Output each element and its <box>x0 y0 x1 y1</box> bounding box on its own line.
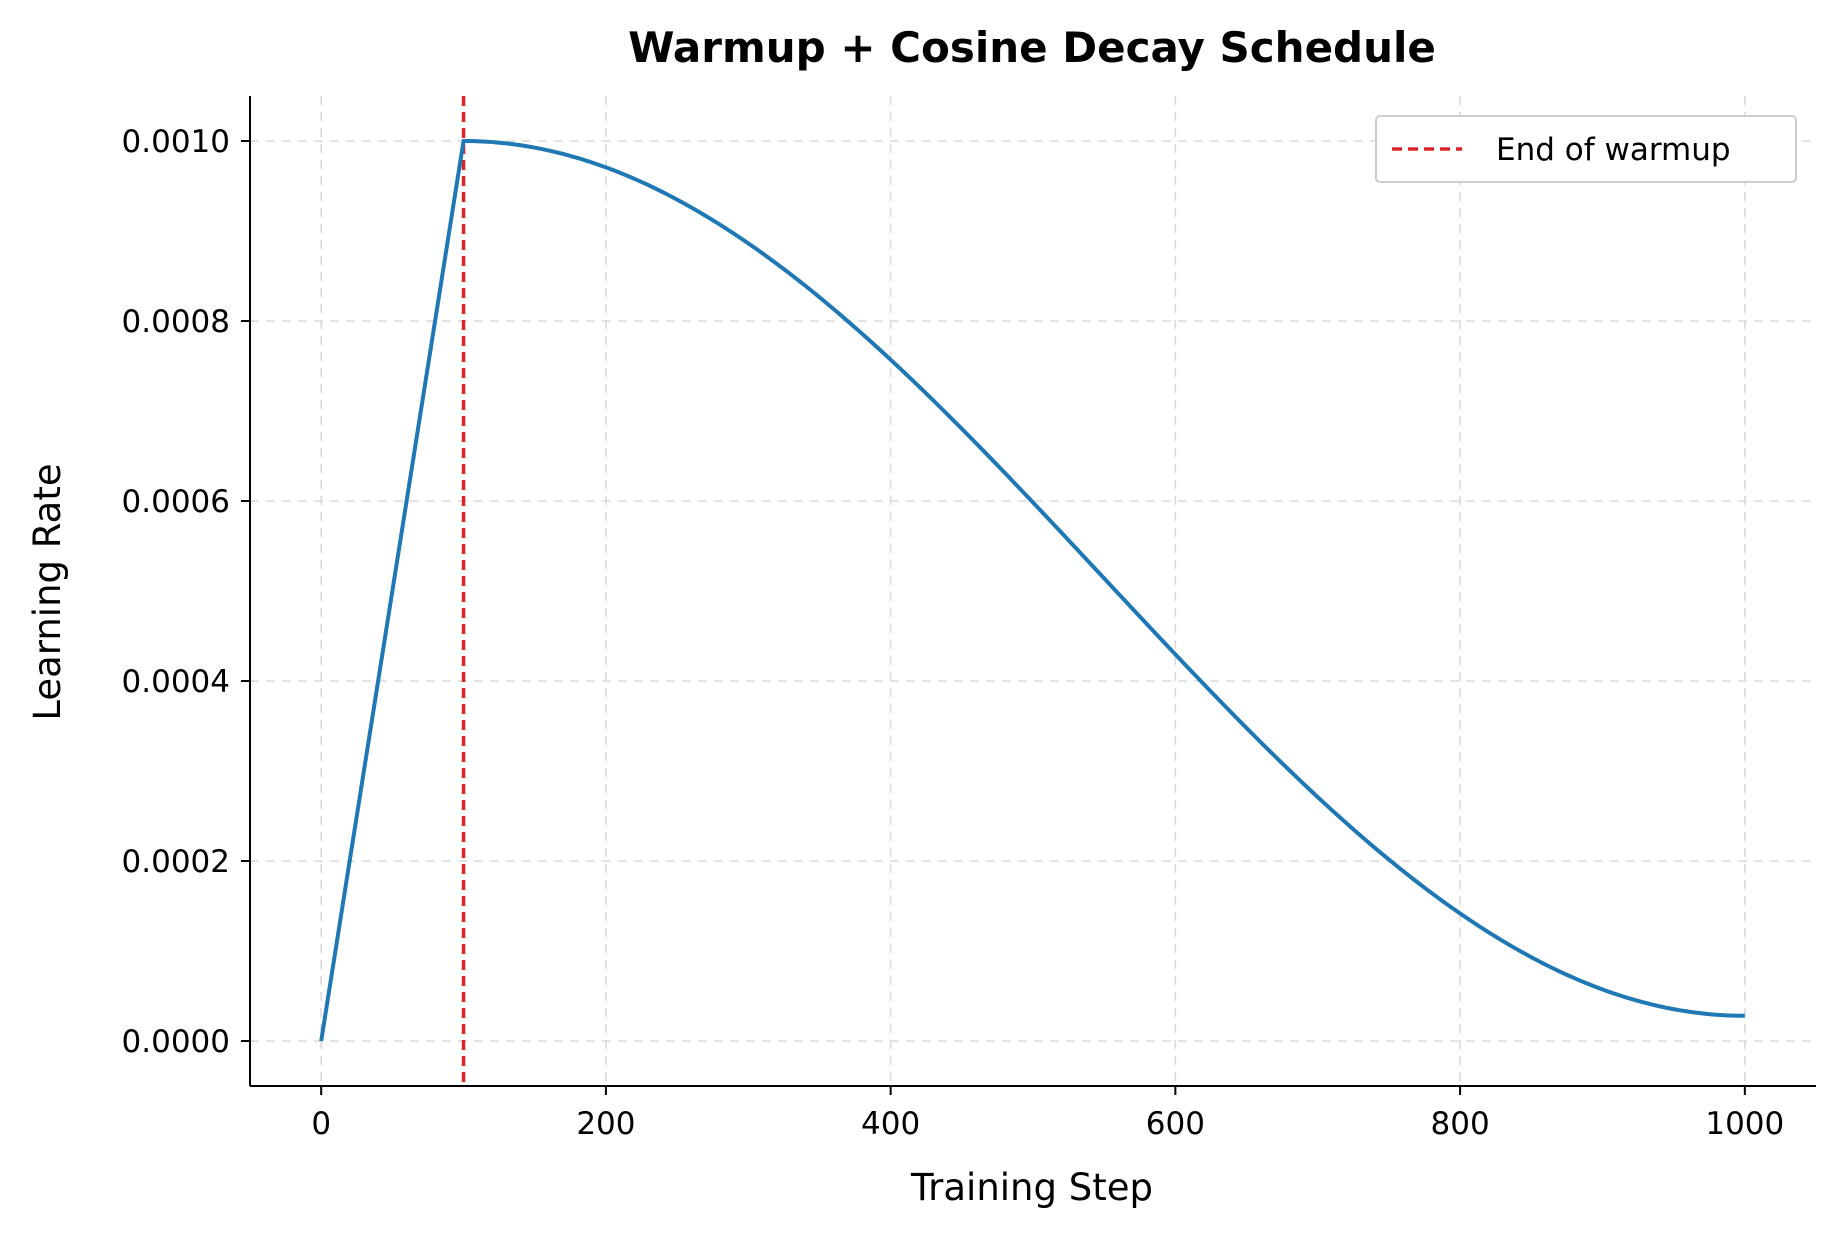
x-tick-label: 0 <box>311 1106 331 1142</box>
learning-rate-line <box>319 139 1745 1042</box>
x-tick-label: 600 <box>1146 1106 1205 1142</box>
x-tick-label: 1000 <box>1705 1106 1784 1142</box>
series-layer <box>319 139 1745 1042</box>
legend: End of warmup <box>1375 115 1797 183</box>
legend-box <box>1375 115 1797 183</box>
y-tick-label: 0.0004 <box>122 664 230 700</box>
chart-title: Warmup + Cosine Decay Schedule <box>628 23 1436 72</box>
x-tick-label: 800 <box>1431 1106 1490 1142</box>
x-ticks: 0 200 400 600 800 1000 <box>311 1086 1784 1142</box>
y-tick-label: 0.0008 <box>122 304 230 340</box>
x-axis-title: Training Step <box>910 1166 1153 1209</box>
y-tick-label: 0.0002 <box>122 844 230 880</box>
legend-label-end-of-warmup: End of warmup <box>1496 132 1731 168</box>
y-tick-label: 0.0006 <box>122 484 230 520</box>
x-tick-label: 400 <box>861 1106 920 1142</box>
y-tick-label: 0.0000 <box>122 1024 230 1060</box>
grid <box>250 96 1816 1086</box>
x-tick-label: 200 <box>576 1106 635 1142</box>
y-tick-label: 0.0010 <box>122 124 230 160</box>
y-axis-title: Learning Rate <box>26 463 69 720</box>
y-ticks: 0.0000 0.0002 0.0004 0.0006 0.0008 0.0010 <box>122 124 250 1060</box>
